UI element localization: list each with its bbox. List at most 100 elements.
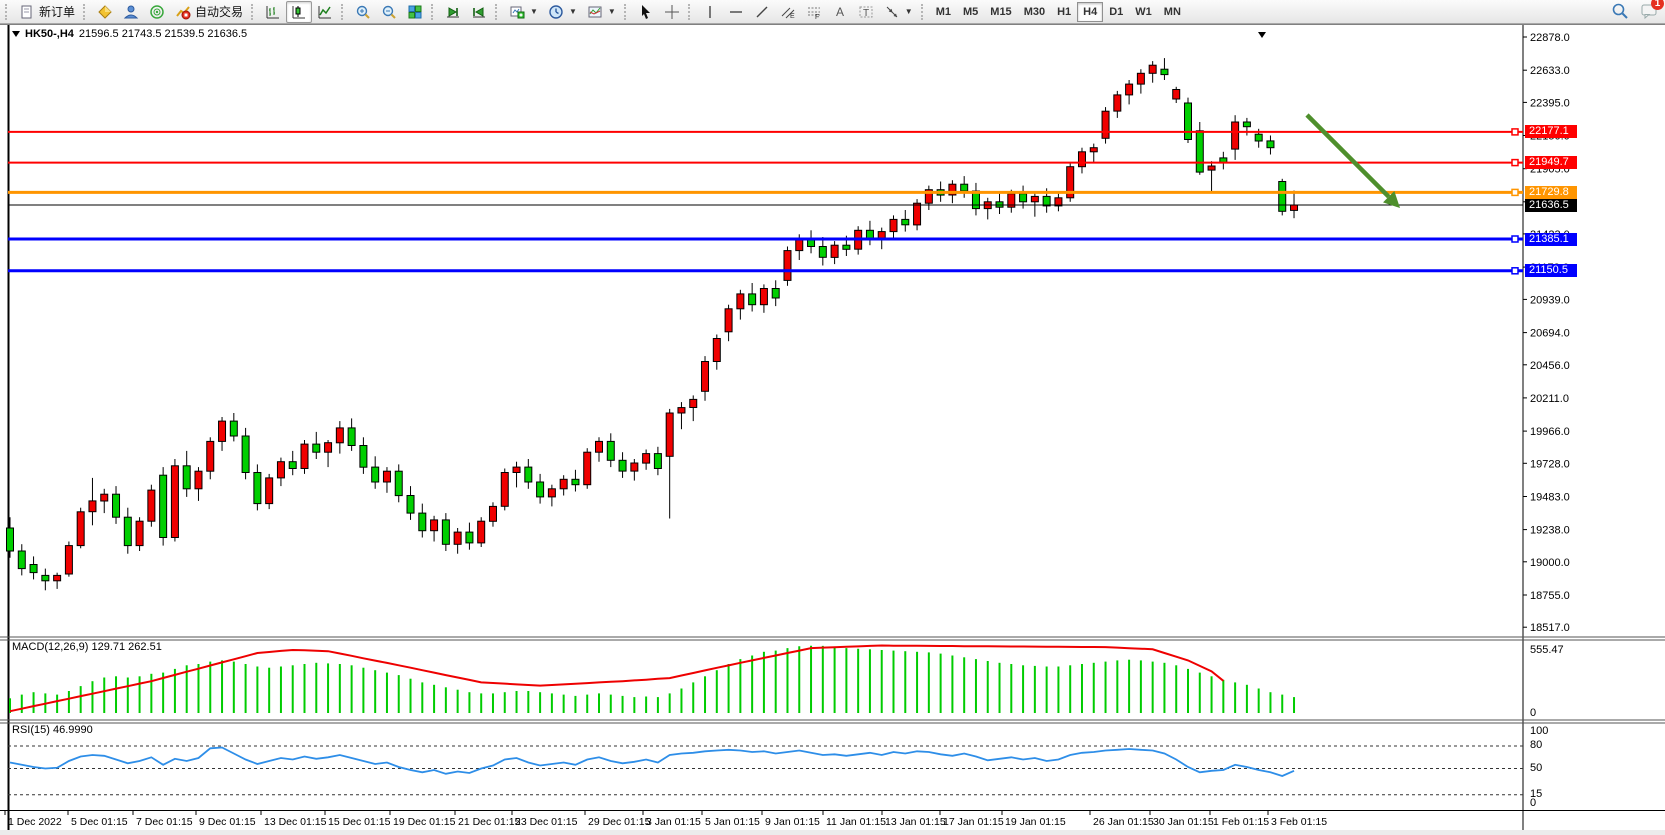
candle (1113, 90, 1122, 118)
timeframe-w1-button[interactable]: W1 (1135, 5, 1152, 18)
market-depth-button[interactable] (92, 1, 118, 23)
time-tick-label: 3 Jan 01:15 (646, 816, 701, 828)
line-end-handle[interactable] (1511, 128, 1519, 136)
vertical-line-tool-button[interactable] (697, 1, 723, 23)
toolbar-grip (83, 3, 89, 20)
period-button[interactable]: ▼ (543, 1, 582, 23)
new-chart-button[interactable]: ▼ (504, 1, 543, 23)
candle (182, 450, 191, 497)
time-tick-label: 1 Feb 01:15 (1213, 816, 1269, 828)
chart-marker-icon[interactable] (1258, 25, 1266, 43)
candle (241, 427, 250, 480)
timeframe-m5-button[interactable]: M5 (963, 5, 979, 18)
candle (347, 418, 356, 451)
line-chart-button[interactable] (312, 1, 338, 23)
svg-text:A: A (836, 5, 844, 19)
label-tool-button[interactable]: T (853, 1, 879, 23)
autotrading-button[interactable]: 自动交易 (170, 1, 248, 23)
new-chart-icon (509, 4, 525, 20)
time-tick-label: 29 Dec 01:15 (588, 816, 651, 828)
line-end-handle[interactable] (1511, 267, 1519, 275)
arrows-tool-button[interactable]: ▼ (879, 1, 918, 23)
candle (382, 467, 391, 493)
clock-icon (548, 4, 564, 20)
candle (29, 556, 38, 580)
horizontal-line-icon (728, 4, 744, 20)
candle (206, 437, 215, 480)
price-line-label: 22177.1 (1525, 125, 1577, 138)
candle (748, 283, 757, 312)
channel-tool-button[interactable]: E (775, 1, 801, 23)
price-tick-label: 20694.0 (1530, 328, 1570, 340)
candle (1207, 161, 1216, 193)
new-order-button[interactable]: 新订单 (14, 1, 80, 23)
rsi-scale-80: 80 (1530, 739, 1543, 751)
trend-arrow[interactable] (1305, 113, 1391, 199)
macd-signal-line (9, 644, 1224, 713)
search-icon[interactable] (1611, 2, 1628, 19)
candle (194, 467, 203, 501)
price-line-label: 21636.5 (1525, 199, 1577, 212)
fibonacci-tool-button[interactable]: F (801, 1, 827, 23)
candle (1054, 193, 1063, 212)
toolbar-grip (251, 3, 257, 20)
toolbar-grip[interactable] (5, 3, 11, 20)
candle (123, 507, 132, 554)
time-tick-label: 5 Jan 01:15 (705, 816, 760, 828)
macd-indicator-label: MACD(12,26,9) 129.71 262.51 (12, 641, 162, 653)
trend-arrow-head[interactable] (1383, 191, 1400, 208)
templates-button[interactable]: ▼ (582, 1, 621, 23)
trendline-tool-button[interactable] (749, 1, 775, 23)
arrows-shapes-icon (884, 4, 900, 20)
svg-text:F: F (815, 14, 819, 20)
template-icon (587, 4, 603, 20)
timeframe-m30-button[interactable]: M30 (1023, 5, 1046, 18)
timeframe-toolbar: M1 M5 M15 M30 H1 H4 D1 W1 MN (930, 1, 1187, 22)
cursor-tool-button[interactable] (633, 1, 659, 23)
line-end-handle[interactable] (1511, 158, 1519, 167)
crosshair-tool-button[interactable] (659, 1, 685, 23)
cursor-arrow-icon (638, 4, 654, 20)
candle (100, 488, 109, 514)
candle (642, 449, 651, 470)
candle (477, 517, 486, 547)
time-tick-label: 21 Dec 01:15 (458, 816, 521, 828)
line-end-handle[interactable] (1511, 235, 1519, 243)
line-end-handle[interactable] (1511, 188, 1519, 197)
candle (595, 437, 603, 462)
timeframe-m1-button[interactable]: M1 (935, 5, 951, 18)
timeframe-h4-button[interactable]: H4 (1077, 1, 1104, 22)
autotrading-icon (175, 4, 191, 20)
candle (229, 413, 238, 442)
tile-windows-button[interactable] (402, 1, 428, 23)
candle (1184, 97, 1192, 143)
candle (1266, 135, 1275, 155)
zoom-in-button[interactable] (350, 1, 376, 23)
ohlc-toggle-icon[interactable] (12, 31, 20, 37)
price-tick-label: 20939.0 (1530, 294, 1570, 306)
equidistant-channel-icon: E (780, 4, 796, 20)
price-tick-label: 22633.0 (1530, 65, 1570, 77)
community-button[interactable] (118, 1, 144, 23)
signals-button[interactable] (144, 1, 170, 23)
chat-icon[interactable]: 1 (1641, 0, 1664, 20)
horizontal-line-tool-button[interactable] (723, 1, 749, 23)
bar-chart-button[interactable] (260, 1, 286, 23)
vertical-line-icon (702, 4, 718, 20)
candlestick-chart-button[interactable] (286, 0, 313, 23)
price-tick-label: 20211.0 (1530, 393, 1569, 405)
text-tool-button[interactable]: A (827, 1, 853, 23)
timeframe-h1-button[interactable]: H1 (1057, 5, 1072, 18)
zoom-out-button[interactable] (376, 1, 402, 23)
timeframe-d1-button[interactable]: D1 (1109, 5, 1124, 18)
auto-scroll-button[interactable] (440, 1, 466, 23)
chart-shift-button[interactable] (466, 1, 492, 23)
timeframe-m15-button[interactable]: M15 (990, 5, 1012, 18)
toolbar-grip (431, 3, 437, 20)
candle (724, 304, 733, 342)
candle (147, 484, 156, 527)
timeframe-mn-button[interactable]: MN (1163, 5, 1181, 18)
new-order-icon (19, 4, 35, 20)
